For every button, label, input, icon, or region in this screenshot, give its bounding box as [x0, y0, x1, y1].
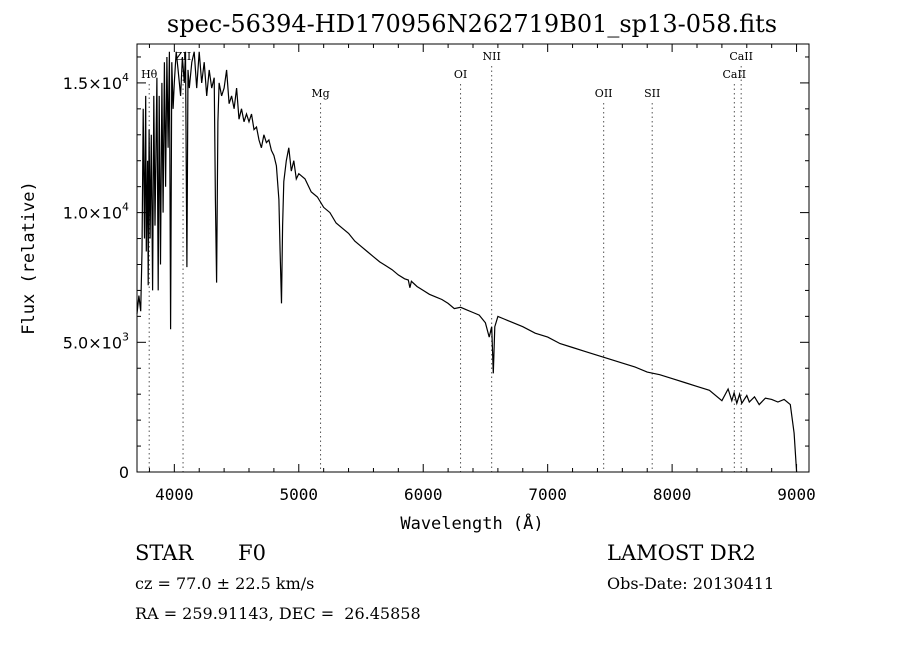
- line-marker-label: ZII: [175, 50, 191, 63]
- x-tick-label: 7000: [528, 485, 567, 504]
- x-tick-label: 5000: [280, 485, 319, 504]
- line-marker-label: Mg: [311, 87, 329, 100]
- survey-name: LAMOST DR2: [607, 541, 756, 565]
- y-tick-label: 1.5×104: [63, 71, 129, 93]
- x-tick-label: 6000: [404, 485, 443, 504]
- line-marker-label: CaII: [729, 50, 753, 63]
- chart-title: spec-56394-HD170956N262719B01_sp13-058.f…: [167, 10, 777, 38]
- object-type: STAR: [135, 541, 194, 565]
- emission-line-markers: Hθ ZII Mg OI NII OII SII CaII CaII: [141, 50, 753, 472]
- redshift-value: cz = 77.0 ± 22.5 km/s: [135, 574, 315, 593]
- line-marker-label: SII: [644, 87, 660, 100]
- line-marker-label: Hθ: [141, 68, 158, 81]
- y-axis-label: Flux (relative): [19, 181, 39, 335]
- spectrum-line: [136, 51, 798, 473]
- x-tick-label: 9000: [777, 485, 816, 504]
- y-axis-ticks: 0 5.0×103 1.0×104 1.5×104: [63, 56, 809, 482]
- line-marker-label: CaII: [722, 68, 746, 81]
- x-axis-ticks: 4000 5000 6000 7000 8000 9000: [148, 44, 816, 504]
- coordinates: RA = 259.91143, DEC = 26.45858: [135, 604, 421, 623]
- line-marker-label: OI: [454, 68, 467, 81]
- y-tick-label: 0: [119, 463, 129, 482]
- line-marker-label: NII: [483, 50, 501, 63]
- x-tick-label: 8000: [653, 485, 692, 504]
- line-marker-label: OII: [595, 87, 613, 100]
- y-tick-label: 1.0×104: [63, 201, 129, 223]
- y-tick-label: 5.0×103: [63, 330, 129, 352]
- x-tick-label: 4000: [155, 485, 194, 504]
- observation-date: Obs-Date: 20130411: [607, 574, 775, 593]
- object-subclass: F0: [238, 541, 266, 565]
- x-axis-label: Wavelength (Å): [400, 512, 543, 534]
